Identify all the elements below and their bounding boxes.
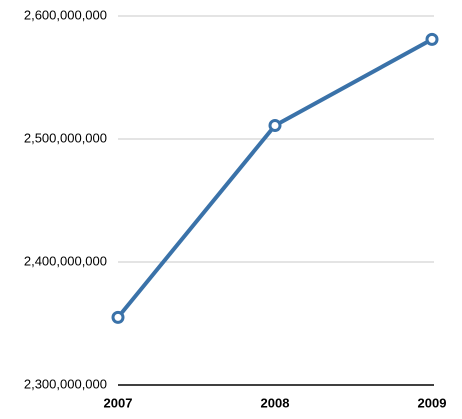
line [116,37,433,319]
point [425,32,439,46]
x-tick-label: 2008 [261,395,290,410]
y-tick-label: 2,400,000,000 [24,253,107,268]
point [111,310,125,324]
y-tick-label: 2,500,000,000 [24,130,107,145]
x-tick-label: 2009 [418,395,447,410]
x-tick-label: 2007 [104,395,133,410]
point [268,118,282,132]
y-tick-label: 2,300,000,000 [24,376,107,391]
y-tick-label: 2,600,000,000 [24,7,107,22]
